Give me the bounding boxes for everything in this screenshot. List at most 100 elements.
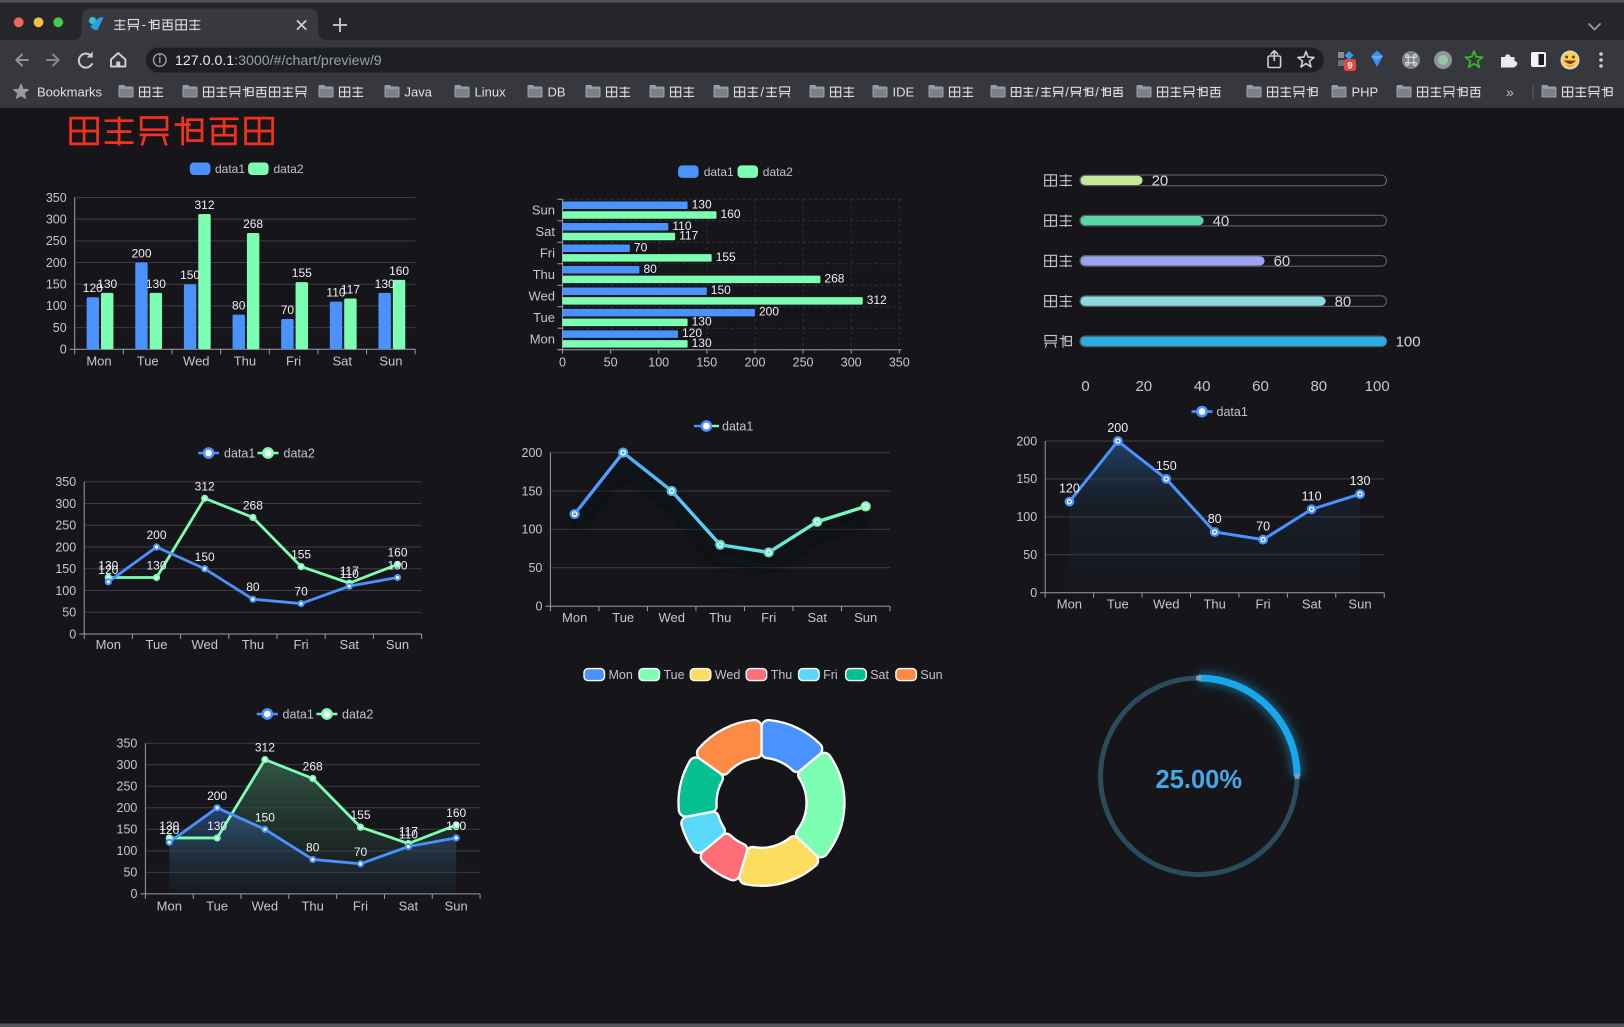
svg-text:150: 150 xyxy=(180,268,200,282)
svg-text:40: 40 xyxy=(1194,378,1211,395)
svg-text:150: 150 xyxy=(711,283,731,297)
svg-text:IDE: IDE xyxy=(893,85,915,100)
svg-text:150: 150 xyxy=(117,823,138,837)
svg-text:0: 0 xyxy=(535,600,542,614)
svg-text:Mon: Mon xyxy=(609,668,633,682)
svg-text:data1: data1 xyxy=(1217,405,1248,419)
svg-text:Fri: Fri xyxy=(294,637,309,652)
svg-text:Wed: Wed xyxy=(183,353,210,368)
svg-text:0: 0 xyxy=(130,887,137,901)
svg-text:155: 155 xyxy=(350,808,370,822)
svg-text:110: 110 xyxy=(672,219,691,233)
svg-text:130: 130 xyxy=(1350,474,1371,488)
svg-text:150: 150 xyxy=(55,562,76,576)
svg-text:data1: data1 xyxy=(215,162,245,176)
svg-text:200: 200 xyxy=(207,789,227,803)
svg-text:80: 80 xyxy=(644,262,658,276)
svg-text:200: 200 xyxy=(745,356,766,370)
svg-text:Wed: Wed xyxy=(1153,597,1180,612)
svg-text:200: 200 xyxy=(46,256,67,270)
svg-text:Tue: Tue xyxy=(664,668,685,682)
svg-text:80: 80 xyxy=(232,299,246,313)
svg-text:110: 110 xyxy=(326,286,345,300)
svg-text:130: 130 xyxy=(146,277,166,291)
svg-text:Thu: Thu xyxy=(234,353,256,368)
svg-text:250: 250 xyxy=(55,519,76,533)
svg-text:Sun: Sun xyxy=(1348,597,1371,612)
svg-text:350: 350 xyxy=(117,737,138,751)
svg-text:200: 200 xyxy=(759,305,779,319)
svg-text:Fri: Fri xyxy=(540,246,555,261)
svg-text:Tue: Tue xyxy=(533,310,555,325)
svg-text:0: 0 xyxy=(60,343,67,357)
svg-text:312: 312 xyxy=(194,198,214,212)
svg-text:200: 200 xyxy=(146,528,166,542)
svg-text:100: 100 xyxy=(1365,378,1390,395)
svg-text:data1: data1 xyxy=(283,707,314,721)
svg-text:Mon: Mon xyxy=(157,899,182,914)
svg-text:130: 130 xyxy=(159,819,179,833)
svg-text:20: 20 xyxy=(1152,173,1169,190)
svg-text:80: 80 xyxy=(1310,378,1327,395)
svg-text:120: 120 xyxy=(1059,482,1080,496)
svg-text:312: 312 xyxy=(255,741,275,755)
svg-text:250: 250 xyxy=(46,234,67,248)
svg-text:160: 160 xyxy=(721,207,741,221)
svg-text:Tue: Tue xyxy=(612,610,634,625)
svg-text:127.0.0.1:3000/#/chart/preview: 127.0.0.1:3000/#/chart/preview/9 xyxy=(175,53,382,69)
svg-text:130: 130 xyxy=(692,336,712,350)
svg-text:150: 150 xyxy=(1016,472,1037,486)
svg-text:Wed: Wed xyxy=(191,637,218,652)
svg-text:100: 100 xyxy=(522,523,543,537)
svg-text:100: 100 xyxy=(1016,510,1037,524)
svg-text:DB: DB xyxy=(548,85,566,100)
svg-text:Thu: Thu xyxy=(533,267,555,282)
svg-text:350: 350 xyxy=(55,475,76,489)
svg-text:200: 200 xyxy=(117,801,138,815)
svg-text:130: 130 xyxy=(692,314,712,328)
svg-text:data2: data2 xyxy=(342,707,373,721)
svg-text:Tue: Tue xyxy=(137,353,159,368)
svg-text:Fri: Fri xyxy=(823,668,838,682)
svg-text:data2: data2 xyxy=(274,162,304,176)
svg-text:70: 70 xyxy=(634,240,648,254)
svg-text:200: 200 xyxy=(131,247,151,261)
svg-text:Fri: Fri xyxy=(761,610,776,625)
svg-text:130: 130 xyxy=(207,819,227,833)
svg-text:150: 150 xyxy=(1156,459,1177,473)
svg-text:Wed: Wed xyxy=(658,610,685,625)
svg-text:100: 100 xyxy=(117,844,138,858)
svg-text:130: 130 xyxy=(146,559,166,573)
svg-text:130: 130 xyxy=(446,819,466,833)
svg-text:Sat: Sat xyxy=(870,668,889,682)
svg-text:268: 268 xyxy=(243,217,263,231)
svg-text:Thu: Thu xyxy=(771,668,793,682)
svg-text:200: 200 xyxy=(1107,421,1128,435)
svg-text:300: 300 xyxy=(55,497,76,511)
svg-text:117: 117 xyxy=(340,564,359,578)
svg-text:100: 100 xyxy=(1396,334,1421,351)
svg-text:70: 70 xyxy=(1256,520,1270,534)
svg-text:/: / xyxy=(1065,85,1069,100)
svg-text:Sun: Sun xyxy=(854,610,877,625)
svg-text:60: 60 xyxy=(1252,378,1269,395)
svg-text:200: 200 xyxy=(1016,434,1037,448)
svg-text:120: 120 xyxy=(682,326,702,340)
svg-text:268: 268 xyxy=(243,499,263,513)
svg-text:Mon: Mon xyxy=(86,353,111,368)
svg-text:250: 250 xyxy=(793,356,814,370)
svg-text:data2: data2 xyxy=(763,165,793,179)
svg-text:9: 9 xyxy=(1347,60,1352,71)
svg-text:0: 0 xyxy=(559,356,566,370)
svg-text:0: 0 xyxy=(1081,378,1089,395)
svg-text:Sat: Sat xyxy=(399,899,419,914)
svg-text:/: / xyxy=(760,85,764,100)
svg-text:117: 117 xyxy=(399,825,418,839)
svg-text:Tue: Tue xyxy=(1107,597,1129,612)
svg-text:155: 155 xyxy=(716,250,736,264)
svg-text:80: 80 xyxy=(1208,512,1222,526)
svg-text:Sat: Sat xyxy=(807,610,827,625)
svg-text:Thu: Thu xyxy=(1203,597,1225,612)
svg-text:120: 120 xyxy=(83,281,103,295)
svg-text:268: 268 xyxy=(824,272,844,286)
